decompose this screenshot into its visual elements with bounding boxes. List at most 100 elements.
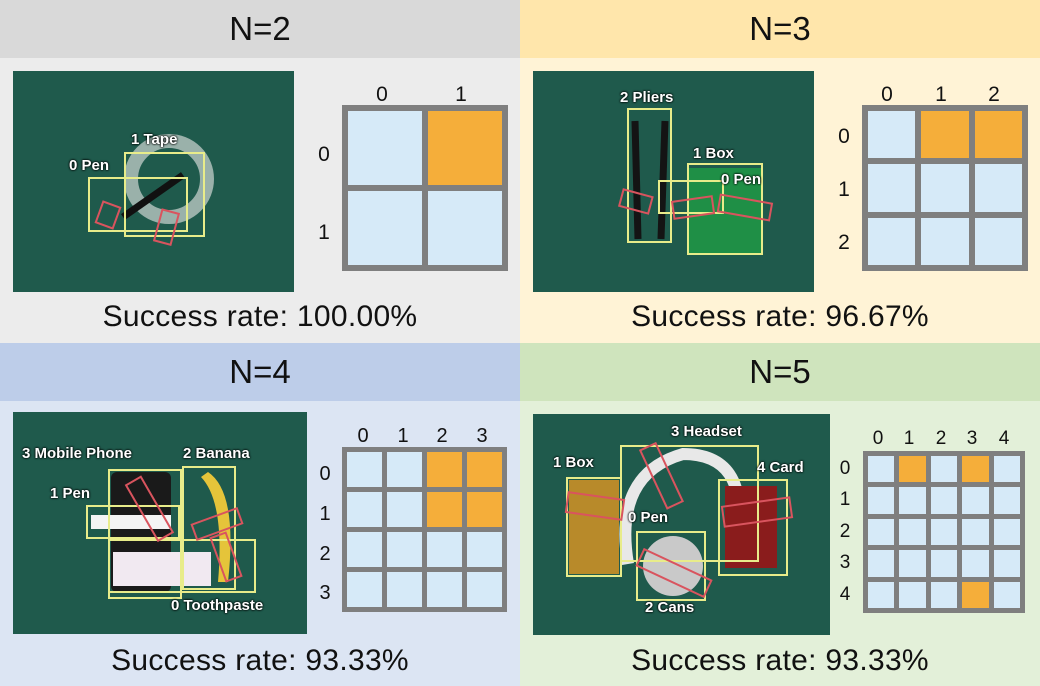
grid-cell bbox=[868, 487, 895, 514]
grid-cell bbox=[347, 452, 382, 487]
panel-n5: N=5 3 Headset 1 Box 4 Card 0 Pen 2 Cans bbox=[520, 343, 1040, 686]
column-index: 1 bbox=[455, 83, 467, 106]
row-index: 0 bbox=[839, 458, 851, 479]
grid-cell bbox=[930, 456, 958, 483]
grid-cell bbox=[993, 550, 1020, 577]
grid-cell bbox=[930, 581, 958, 608]
scene-photo: 1 Tape 0 Pen bbox=[13, 71, 294, 292]
panel-n2: N=2 1 Tape 0 Pen 0 1 0 1 Success rate: 1… bbox=[0, 0, 520, 343]
grid-cell bbox=[962, 550, 989, 577]
row-index: 1 bbox=[839, 489, 851, 510]
bbox-banana bbox=[182, 466, 236, 590]
grid-cell bbox=[467, 572, 502, 607]
panel-title: N=5 bbox=[520, 343, 1040, 401]
column-index: 2 bbox=[988, 83, 1000, 106]
grid-cell bbox=[993, 518, 1020, 546]
scene-photo: 3 Mobile Phone 2 Banana 1 Pen 0 Toothpas… bbox=[13, 412, 307, 634]
bbox-pen bbox=[86, 505, 180, 539]
bbox-toothpaste bbox=[108, 539, 256, 593]
row-index: 0 bbox=[319, 463, 331, 485]
grid-cell bbox=[899, 550, 926, 577]
grid-cell-selected bbox=[921, 111, 969, 159]
success-rate: Success rate: 93.33% bbox=[631, 644, 929, 677]
row-index: 1 bbox=[838, 178, 850, 201]
bbox-pliers bbox=[627, 108, 672, 243]
column-index: 1 bbox=[903, 428, 915, 449]
bbox-phone bbox=[108, 469, 182, 599]
grid-cell bbox=[868, 518, 895, 546]
grasp-box bbox=[190, 506, 244, 542]
grasp-box bbox=[638, 441, 685, 510]
grid-cell-selected bbox=[427, 452, 462, 487]
grid-cell-selected bbox=[467, 492, 502, 527]
bbox-box bbox=[687, 163, 763, 255]
grid-cell-selected bbox=[962, 581, 989, 608]
scene-overlay bbox=[88, 134, 214, 247]
grasp-box bbox=[720, 496, 794, 528]
box-object bbox=[689, 168, 761, 253]
grid-cell bbox=[428, 191, 502, 265]
object-label: 4 Card bbox=[757, 459, 804, 476]
grid-cell-selected bbox=[427, 492, 462, 527]
panel-title: N=2 bbox=[0, 0, 520, 58]
grasp-box bbox=[124, 475, 175, 543]
grasp-box bbox=[94, 200, 122, 230]
row-index: 1 bbox=[319, 503, 331, 525]
grid-cell bbox=[921, 164, 969, 212]
grid-cell bbox=[868, 550, 895, 577]
column-index: 0 bbox=[881, 83, 893, 106]
row-index: 3 bbox=[839, 552, 851, 573]
grid-cell bbox=[427, 572, 462, 607]
bbox-box bbox=[566, 477, 622, 577]
column-index: 3 bbox=[966, 428, 978, 449]
grasp-box bbox=[152, 208, 181, 247]
grid-cell bbox=[467, 532, 502, 567]
grasp-box bbox=[670, 195, 716, 220]
grid-cell bbox=[868, 456, 895, 483]
grid-cell bbox=[974, 217, 1022, 265]
grid-cell bbox=[930, 518, 958, 546]
column-index: 1 bbox=[397, 425, 409, 447]
column-index: 0 bbox=[872, 428, 884, 449]
pen-object bbox=[91, 515, 171, 529]
object-label: 3 Headset bbox=[671, 423, 742, 440]
scene-photo: 2 Pliers 1 Box 0 Pen bbox=[533, 71, 814, 292]
grid-cell bbox=[930, 487, 958, 514]
grid-cell bbox=[868, 164, 916, 212]
grid-cell bbox=[899, 581, 926, 608]
column-index: 2 bbox=[935, 428, 947, 449]
grid-cell bbox=[899, 518, 926, 546]
relation-grid bbox=[342, 105, 508, 271]
object-label: 0 Pen bbox=[69, 157, 110, 174]
row-index: 2 bbox=[319, 543, 331, 565]
success-rate: Success rate: 93.33% bbox=[111, 644, 409, 677]
pliers-object bbox=[631, 120, 642, 240]
object-label: 1 Box bbox=[553, 454, 594, 471]
success-rate: Success rate: 100.00% bbox=[102, 300, 418, 333]
column-index: 1 bbox=[935, 83, 947, 106]
grid-cell bbox=[993, 456, 1020, 483]
grid-cell bbox=[387, 572, 422, 607]
grid-cell bbox=[899, 487, 926, 514]
panel-title: N=4 bbox=[0, 343, 520, 401]
column-index: 3 bbox=[476, 425, 488, 447]
grid-cell bbox=[930, 550, 958, 577]
grid-cell bbox=[993, 487, 1020, 514]
grid-cell bbox=[347, 572, 382, 607]
column-index: 2 bbox=[436, 425, 448, 447]
object-label: 0 Pen bbox=[628, 509, 669, 526]
object-label: 1 Box bbox=[693, 145, 734, 162]
grid-cell bbox=[921, 217, 969, 265]
grid-cell bbox=[962, 487, 989, 514]
grid-cell bbox=[387, 452, 422, 487]
grid-cell bbox=[347, 492, 382, 527]
panel-n3: N=3 2 Pliers 1 Box 0 Pen 0 1 2 0 1 2 Suc… bbox=[520, 0, 1040, 343]
grid-cell bbox=[868, 111, 916, 159]
object-label: 1 Pen bbox=[50, 485, 91, 502]
panel-title: N=3 bbox=[520, 0, 1040, 58]
bbox-tape bbox=[124, 152, 205, 237]
grid-cell bbox=[387, 532, 422, 567]
grid-cell-selected bbox=[467, 452, 502, 487]
bbox-pen bbox=[658, 180, 724, 214]
scene-overlay bbox=[617, 108, 774, 255]
